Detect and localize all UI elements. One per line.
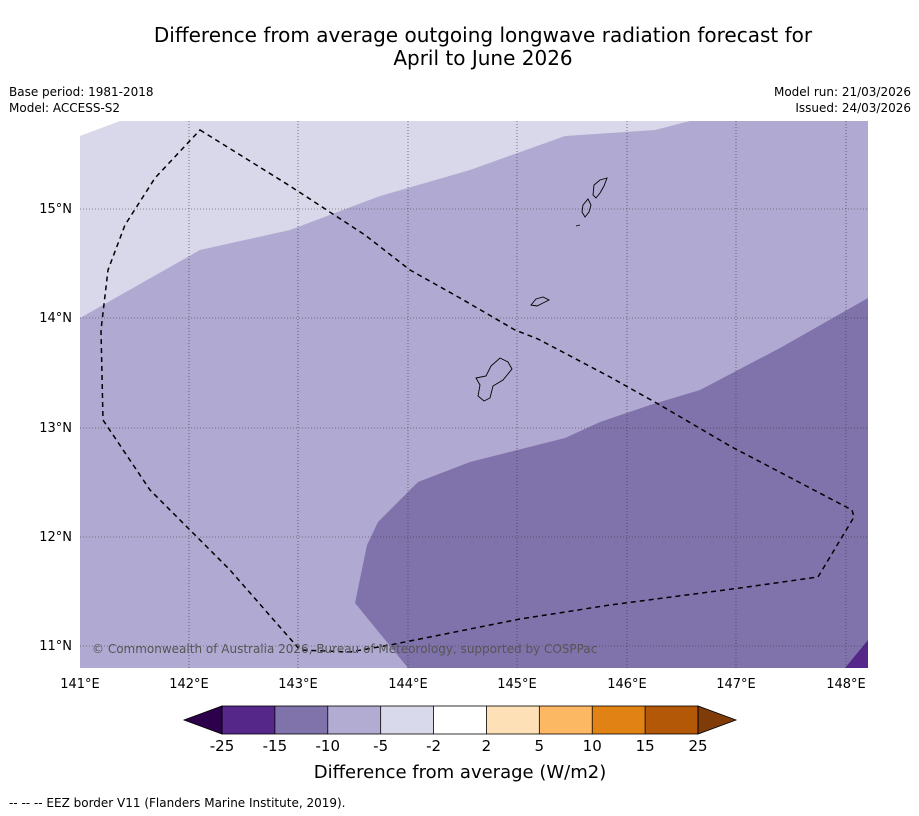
colorbar-bin [486,706,540,734]
colorbar-title: Difference from average (W/m2) [314,762,606,783]
lon-tick-label: 143°E [278,677,318,692]
colorbar-tick-label: -5 [373,737,388,755]
colorbar-extend-high [697,705,738,735]
eez-footnote: -- -- -- EEZ border V11 (Flanders Marine… [9,796,346,810]
island-aguijan [575,224,581,227]
chart-title-line1: Difference from average outgoing longwav… [153,23,813,47]
colorbar-extend-low [182,705,223,735]
lon-tick-label: 146°E [607,677,647,692]
island-rota [530,296,551,307]
region-white-corner [80,121,120,136]
colorbar-tick-label: 5 [535,737,545,755]
region-darkest [845,640,868,668]
colorbar-bin [327,706,381,734]
colorbar-bin [380,706,434,734]
lon-tick-label: 141°E [60,677,100,692]
colorbar-tick-label: -15 [263,737,288,755]
islands [475,177,608,402]
lon-tick-label: 144°E [388,677,428,692]
colorbar-bin [433,706,487,734]
colorbar-tick-label: -25 [210,737,235,755]
base-period: Base period: 1981-2018 [9,85,154,99]
lat-tick-label: 15°N [39,202,72,217]
colorbar-tick-label: 25 [688,737,707,755]
region-dark [355,298,868,668]
copyright-text: © Commonwealth of Australia 2026, Bureau… [92,642,597,656]
lon-tick-label: 145°E [497,677,537,692]
colorbar-bin [222,706,275,734]
model-run-date: Model run: 21/03/2026 [773,85,911,99]
island-saipan [592,177,608,199]
colorbar-tick-label: -10 [316,737,341,755]
lat-tick-label: 13°N [39,421,72,436]
graticule [80,121,868,668]
colorbar-tick-label: 10 [583,737,602,755]
lon-axis: 141°E 142°E 143°E 144°E 145°E 146°E 147°… [60,677,866,692]
lon-tick-label: 142°E [169,677,209,692]
colorbar-tick-label: -2 [426,737,441,755]
lat-tick-label: 11°N [39,639,72,654]
colorbar: -25 -15 -10 -5 -2 2 5 10 15 25 [182,705,738,755]
lat-tick-label: 14°N [39,311,72,326]
issued-date: Issued: 24/03/2026 [795,101,911,115]
island-tinian [581,198,592,218]
model-name: Model: ACCESS-S2 [9,101,121,115]
island-guam [475,357,513,402]
lon-tick-label: 147°E [716,677,756,692]
lon-tick-label: 148°E [826,677,866,692]
chart-title-line2: April to June 2026 [393,46,573,70]
map-panel[interactable]: © Commonwealth of Australia 2026, Bureau… [80,121,868,668]
colorbar-tick-label: 15 [636,737,655,755]
lat-tick-label: 12°N [39,530,72,545]
lat-axis: 15°N 14°N 13°N 12°N 11°N [39,202,72,654]
colorbar-bin [539,706,593,734]
colorbar-bin [645,706,698,734]
colorbar-bin [274,706,328,734]
colorbar-bin [592,706,646,734]
colorbar-tick-label: 2 [482,737,492,755]
